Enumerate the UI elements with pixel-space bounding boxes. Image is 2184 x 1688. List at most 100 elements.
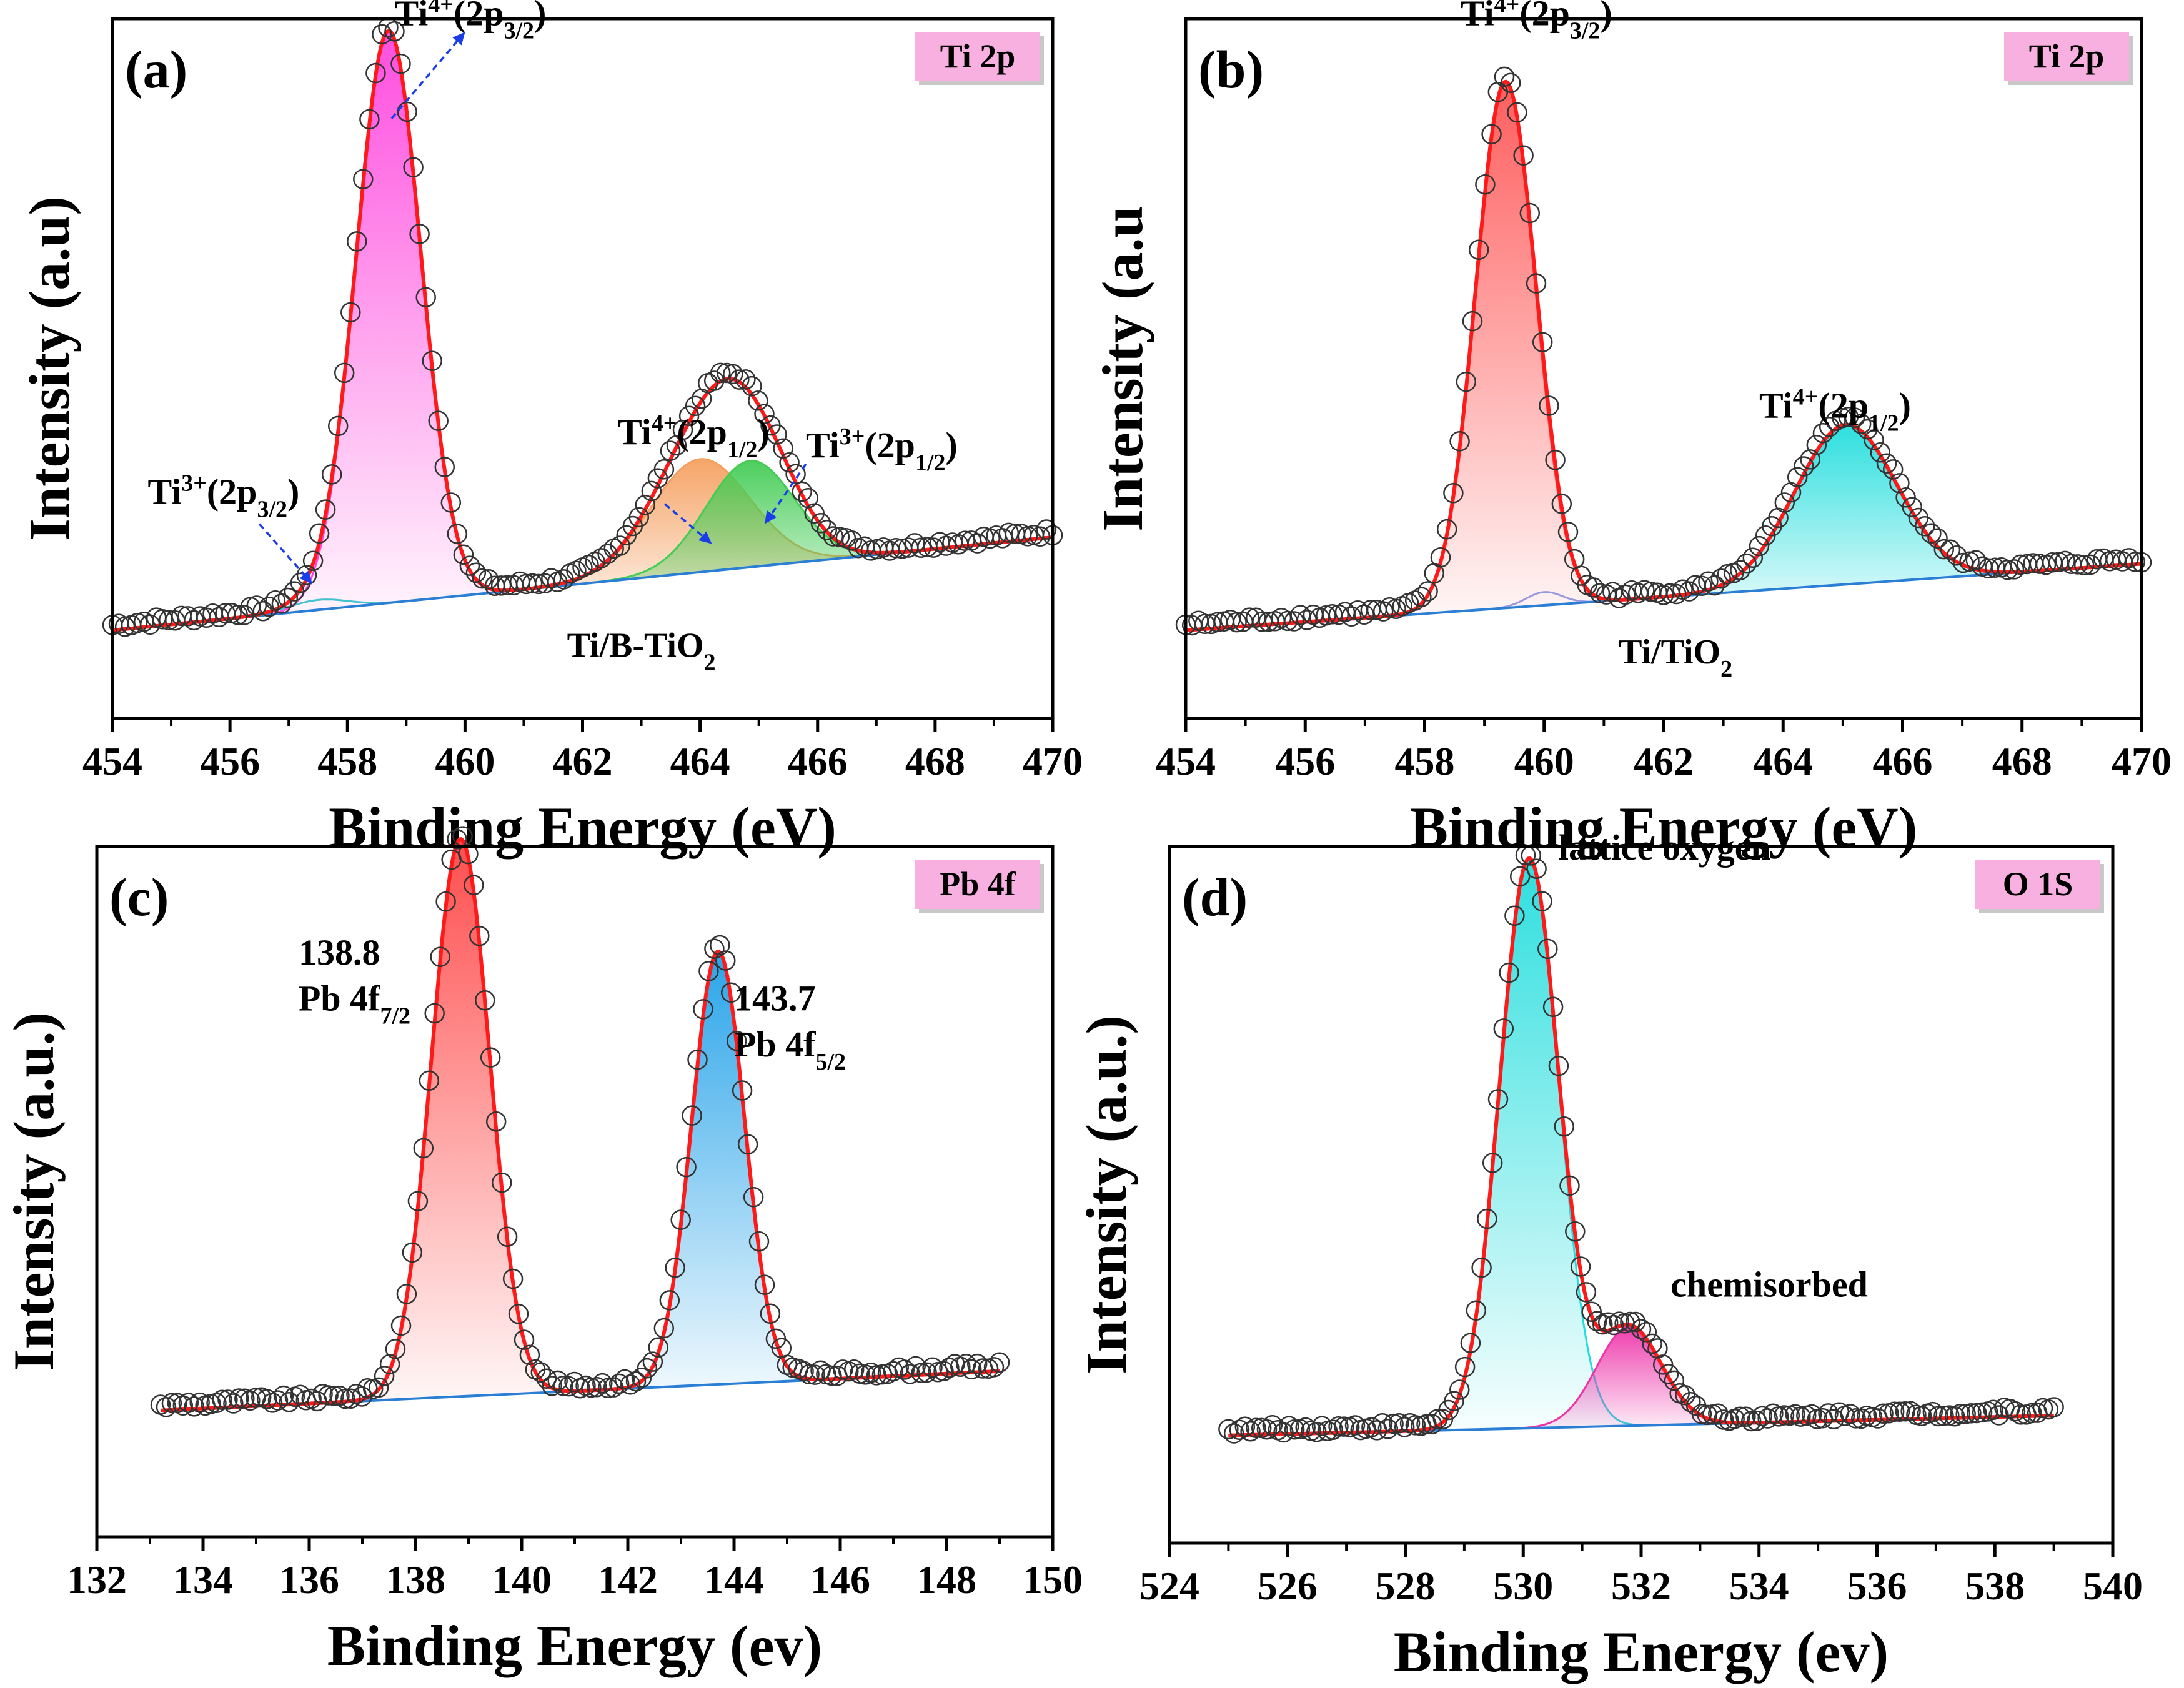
data-point: [465, 562, 487, 583]
data-point: [536, 1368, 557, 1389]
data-point: [1658, 1364, 1679, 1384]
data-point: [598, 1378, 618, 1399]
x-tick-label: 138: [385, 1557, 445, 1602]
badge-label: Ti 2p: [940, 37, 1016, 75]
data-point: [327, 415, 349, 437]
data-point: [720, 982, 742, 1003]
data-point: [1361, 1417, 1382, 1437]
x-tick-label: 540: [2083, 1564, 2143, 1608]
data-point: [1680, 1392, 1701, 1412]
data-point: [1730, 560, 1750, 580]
data-point: [642, 1351, 663, 1372]
data-point: [227, 604, 248, 625]
data-point: [1542, 996, 1564, 1018]
data-point: [905, 1356, 926, 1377]
data-point: [748, 390, 768, 411]
data-point: [1698, 571, 1719, 592]
data-point: [290, 572, 311, 593]
data-point: [1757, 1408, 1778, 1429]
data-point: [522, 573, 543, 594]
data-point: [184, 610, 204, 631]
data-point: [1800, 449, 1820, 470]
data-point: [966, 1353, 988, 1374]
data-point: [1838, 406, 1859, 427]
data-point: [485, 1111, 507, 1132]
data-point: [296, 565, 317, 585]
data-point: [259, 597, 280, 617]
data-point: [1953, 552, 1973, 573]
experimental-points: [102, 17, 1063, 637]
data-point: [676, 1156, 697, 1178]
data-point: [1539, 395, 1559, 416]
data-point: [1807, 1409, 1828, 1429]
data-point: [625, 1371, 647, 1392]
data-point: [1411, 587, 1432, 607]
peak-annotation: Ti3+(2p3/2): [147, 470, 299, 523]
data-point: [309, 523, 330, 544]
data-point: [2073, 555, 2095, 576]
data-point: [413, 1138, 434, 1159]
data-point: [1477, 1208, 1497, 1229]
data-point: [318, 1385, 339, 1406]
data-point: [368, 1377, 389, 1398]
data-point: [347, 231, 367, 252]
data-point: [1545, 449, 1566, 470]
peak-annotation: Ti4+(2p1/2): [1759, 384, 1911, 436]
data-point: [1532, 332, 1553, 352]
data-point: [1509, 866, 1531, 887]
data-point: [447, 828, 467, 850]
data-point: [502, 1268, 524, 1289]
data-point: [992, 528, 1013, 549]
data-point: [1742, 547, 1764, 568]
data-point: [1625, 1311, 1646, 1333]
x-tick-label: 454: [82, 739, 142, 783]
data-point: [698, 961, 719, 981]
data-point: [1481, 124, 1502, 145]
data-point: [1794, 456, 1814, 477]
data-point: [1666, 583, 1687, 605]
data-point: [665, 1257, 685, 1278]
fit-envelope-line: [112, 29, 1053, 632]
x-tick-label: 148: [916, 1557, 976, 1602]
peak-annotation: Pb 4f7/2: [299, 978, 410, 1029]
peak-annotation: 143.7: [734, 978, 816, 1018]
data-point: [823, 526, 844, 547]
data-point: [365, 62, 386, 84]
data-point: [127, 612, 148, 633]
data-point: [541, 568, 562, 588]
peak-line-0: [1185, 82, 2142, 632]
data-point: [1710, 568, 1732, 589]
panel-label: (b): [1198, 39, 1264, 99]
data-point: [2005, 1401, 2026, 1422]
peak-annotation: Ti4+(2p3/2): [1461, 0, 1612, 44]
x-tick-label: 538: [1965, 1564, 2025, 1608]
element-badge: [2004, 32, 2129, 81]
data-point: [1471, 1257, 1492, 1278]
x-tick-label: 456: [1275, 739, 1335, 783]
x-tick-label: 462: [1634, 739, 1694, 783]
fit-envelope-line: [1185, 79, 2142, 632]
data-point: [894, 1359, 915, 1380]
data-point: [1504, 905, 1525, 926]
data-point: [1961, 1403, 1982, 1424]
data-point: [805, 1364, 825, 1385]
x-tick-label: 464: [1753, 739, 1813, 783]
data-point: [223, 1393, 244, 1414]
data-point: [637, 1358, 658, 1379]
data-point: [672, 419, 693, 440]
data-point: [767, 424, 787, 445]
data-point: [1691, 575, 1712, 597]
data-point: [1519, 202, 1541, 224]
data-point: [321, 464, 342, 485]
data-point: [403, 157, 424, 177]
data-point: [458, 843, 479, 865]
x-tick-label: 458: [317, 739, 377, 783]
data-point: [829, 527, 850, 547]
data-point: [1500, 72, 1521, 93]
peak-line-0: [160, 838, 1000, 1412]
data-point: [440, 492, 462, 513]
data-point: [817, 520, 838, 540]
data-point: [409, 224, 430, 244]
data-point: [1532, 891, 1552, 911]
data-point: [1422, 1414, 1442, 1435]
